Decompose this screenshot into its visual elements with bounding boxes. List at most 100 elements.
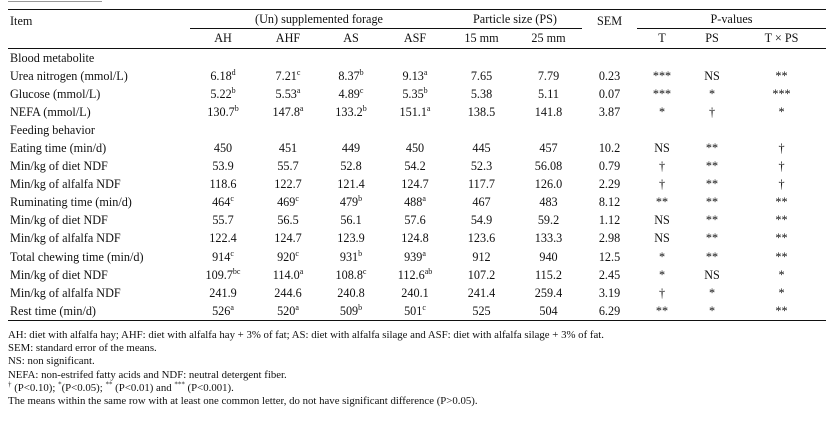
cell-letter: b xyxy=(231,85,236,95)
cell-value: 56.08 xyxy=(534,159,563,174)
value-cell: 244.6 xyxy=(256,284,320,302)
value-cell: 54.2 xyxy=(382,158,448,176)
cell-value: 151.1 xyxy=(399,104,427,119)
row-label: Eating time (min/d) xyxy=(10,141,107,156)
header-col-ahf: AHF xyxy=(256,28,320,49)
cell-value: 940 xyxy=(539,249,558,264)
cell-letter: c xyxy=(362,266,367,276)
cell-letter: a xyxy=(296,85,301,95)
value-cell: 479b xyxy=(320,194,382,212)
value-cell: 7.21c xyxy=(256,67,320,85)
value-cell: 5.38 xyxy=(448,85,515,103)
cell-value: 8.37 xyxy=(338,68,360,83)
cell-value: 240.8 xyxy=(337,285,365,300)
row-label: Ruminating time (min/d) xyxy=(10,195,132,210)
cell-value: 920 xyxy=(277,249,296,264)
cell-value: 488 xyxy=(404,195,423,210)
cell-value: 9.13 xyxy=(402,68,424,83)
sig-triple-star: *** xyxy=(174,380,185,389)
header-p-values-group: P-values xyxy=(637,9,826,29)
cell-value: 483 xyxy=(539,195,558,210)
p-value-cell: * xyxy=(778,267,785,282)
sem-cell: 2.98 xyxy=(598,231,621,246)
p-value-cell: * xyxy=(778,285,785,300)
value-cell: 464c xyxy=(190,194,256,212)
header-col-t: T xyxy=(637,28,687,49)
value-cell: 504 xyxy=(515,302,582,322)
value-cell: 5.35b xyxy=(382,85,448,103)
value-cell: 114.0a xyxy=(256,266,320,284)
cell-value: 54.9 xyxy=(470,213,493,228)
cell-value: 122.7 xyxy=(274,177,302,192)
row-label: Min/kg of alfalfa NDF xyxy=(10,177,121,192)
value-cell: 122.7 xyxy=(256,176,320,194)
p-value-cell: † xyxy=(778,159,785,174)
value-cell: 912 xyxy=(448,248,515,266)
cell-value: 52.3 xyxy=(470,159,493,174)
value-cell: 123.6 xyxy=(448,230,515,248)
footnote-letters: The means within the same row with at le… xyxy=(8,395,478,408)
cell-value: 54.2 xyxy=(404,159,426,174)
cell-value: 56.5 xyxy=(277,213,299,228)
value-cell: 525 xyxy=(448,302,515,322)
cell-letter: b xyxy=(358,302,363,312)
cell-value: 5.53 xyxy=(275,86,297,101)
cell-letter: c xyxy=(230,194,234,204)
p-value-cell: † xyxy=(778,141,785,156)
cell-value: 241.4 xyxy=(467,285,496,300)
section-row: Blood metabolite xyxy=(8,49,826,68)
table-footnotes: AH: diet with alfalfa hay; AHF: diet wit… xyxy=(8,329,604,408)
p-value-cell: ** xyxy=(705,249,719,264)
table-row: Min/kg of alfalfa NDF 241.9 244.6 240.8 240.… xyxy=(8,284,826,302)
value-cell: 133.3 xyxy=(515,230,582,248)
value-cell: 52.8 xyxy=(320,158,382,176)
p-value-cell: ** xyxy=(705,177,719,192)
value-cell: 469c xyxy=(256,194,320,212)
sem-cell: 0.07 xyxy=(598,86,621,101)
cell-value: 939 xyxy=(404,249,423,264)
value-cell: 115.2 xyxy=(515,266,582,284)
p-value-cell: * xyxy=(658,267,666,282)
p-value-cell: NS xyxy=(654,231,670,246)
value-cell: 259.4 xyxy=(515,284,582,302)
sem-cell: 0.79 xyxy=(598,159,621,174)
value-cell: 121.4 xyxy=(320,176,382,194)
cell-letter: a xyxy=(426,103,431,113)
value-cell: 526a xyxy=(190,302,256,322)
cell-value: 118.6 xyxy=(209,177,237,192)
p-value-cell: † xyxy=(658,285,666,300)
cell-value: 479 xyxy=(339,195,359,210)
p-value-cell: NS xyxy=(704,68,720,83)
cell-letter: b xyxy=(423,85,428,95)
value-cell: 501c xyxy=(382,302,448,322)
header-item: Item xyxy=(8,9,190,49)
cell-value: 55.7 xyxy=(212,213,234,228)
value-cell: 117.7 xyxy=(448,176,515,194)
row-label: NEFA (mmol/L) xyxy=(10,104,91,119)
table-row: Min/kg of alfalfa NDF 118.6 122.7 121.4 124.… xyxy=(8,176,826,194)
footnote-significance: † (P<0.10); *(P<0.05); ** (P<0.01) and *… xyxy=(8,380,234,394)
value-cell: 141.8 xyxy=(515,103,582,121)
sem-cell: 12.5 xyxy=(598,249,621,264)
table-row: Rest time (min/d) 526a 520a 509b 501c 525 504 6… xyxy=(8,302,826,322)
header-forage-group: (Un) supplemented forage xyxy=(190,9,448,29)
value-cell: 6.18d xyxy=(190,67,256,85)
sem-cell: 2.29 xyxy=(598,177,621,192)
value-cell: 53.9 xyxy=(190,158,256,176)
cell-value: 59.2 xyxy=(537,213,560,228)
p-value-cell: ** xyxy=(705,213,719,228)
p-value-cell: ** xyxy=(737,302,826,322)
cell-value: 112.6 xyxy=(397,267,425,282)
value-cell: 54.9 xyxy=(448,212,515,230)
p-value-cell: *** xyxy=(652,68,672,83)
cell-value: 55.7 xyxy=(277,159,299,174)
cell-value: 240.1 xyxy=(401,285,429,300)
table-row: Min/kg of alfalfa NDF 122.4 124.7 123.9 124.… xyxy=(8,230,826,248)
table-row: Min/kg of diet NDF 109.7bc 114.0a 108.8c 112… xyxy=(8,266,826,284)
cell-letter: c xyxy=(295,194,299,204)
table-row: Total chewing time (min/d) 914c 920c 931b 93… xyxy=(8,248,826,266)
p-value-cell: ** xyxy=(655,195,669,210)
section-label: Blood metabolite xyxy=(10,50,95,65)
cell-value: 122.4 xyxy=(209,231,237,246)
row-label: Total chewing time (min/d) xyxy=(10,249,144,264)
